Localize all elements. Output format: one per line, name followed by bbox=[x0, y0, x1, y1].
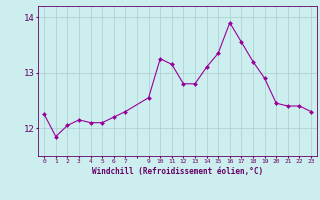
X-axis label: Windchill (Refroidissement éolien,°C): Windchill (Refroidissement éolien,°C) bbox=[92, 167, 263, 176]
